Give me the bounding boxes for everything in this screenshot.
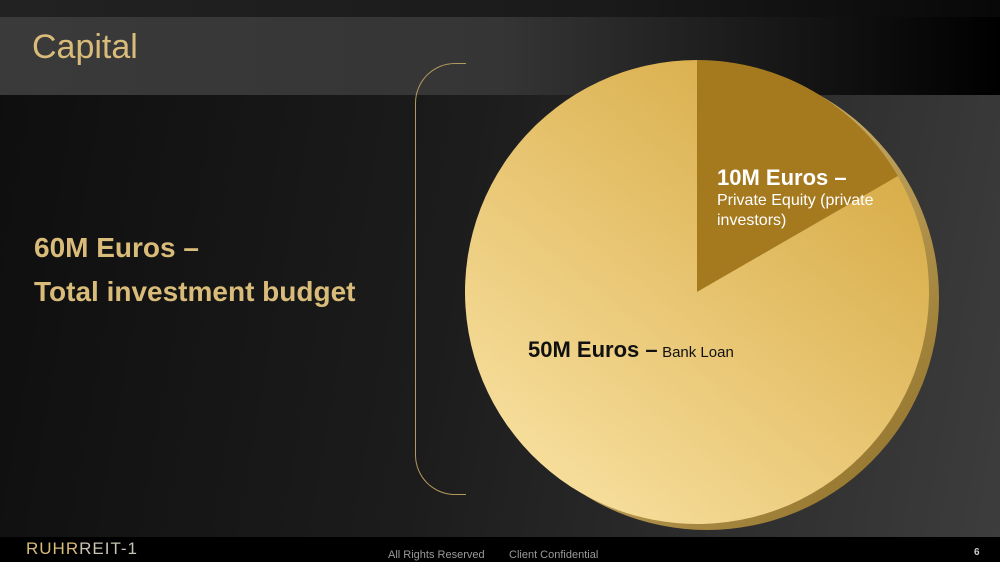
- total-label: Total investment budget: [34, 276, 356, 307]
- slice-desc-private-equity: Private Equity (private investors): [717, 192, 874, 229]
- footer-bar: [0, 537, 1000, 562]
- page-number: 6: [974, 547, 980, 558]
- pie-slice-bank-loan: [465, 60, 930, 524]
- company-logo: RUHRREIT-1: [26, 539, 139, 558]
- total-budget: 60M Euros – Total investment budget: [34, 226, 356, 314]
- page-title: Capital: [32, 28, 138, 66]
- pie-slice-private-equity: [697, 60, 898, 292]
- top-band: [0, 0, 1000, 17]
- header-bar: [0, 17, 1000, 95]
- confidential-text: Client Confidential: [509, 549, 599, 561]
- slice-value-private-equity: 10M Euros –: [717, 165, 847, 190]
- slice-label-bank-loan: 50M Euros – Bank Loan: [528, 337, 734, 363]
- slice-value-bank-loan: 50M Euros –: [528, 337, 658, 362]
- slice-desc-bank-loan: Bank Loan: [662, 344, 734, 361]
- rights-text: All Rights Reserved: [388, 549, 485, 561]
- total-amount: 60M Euros –: [34, 232, 199, 263]
- slice-label-private-equity: 10M Euros – Private Equity (private inve…: [717, 165, 907, 231]
